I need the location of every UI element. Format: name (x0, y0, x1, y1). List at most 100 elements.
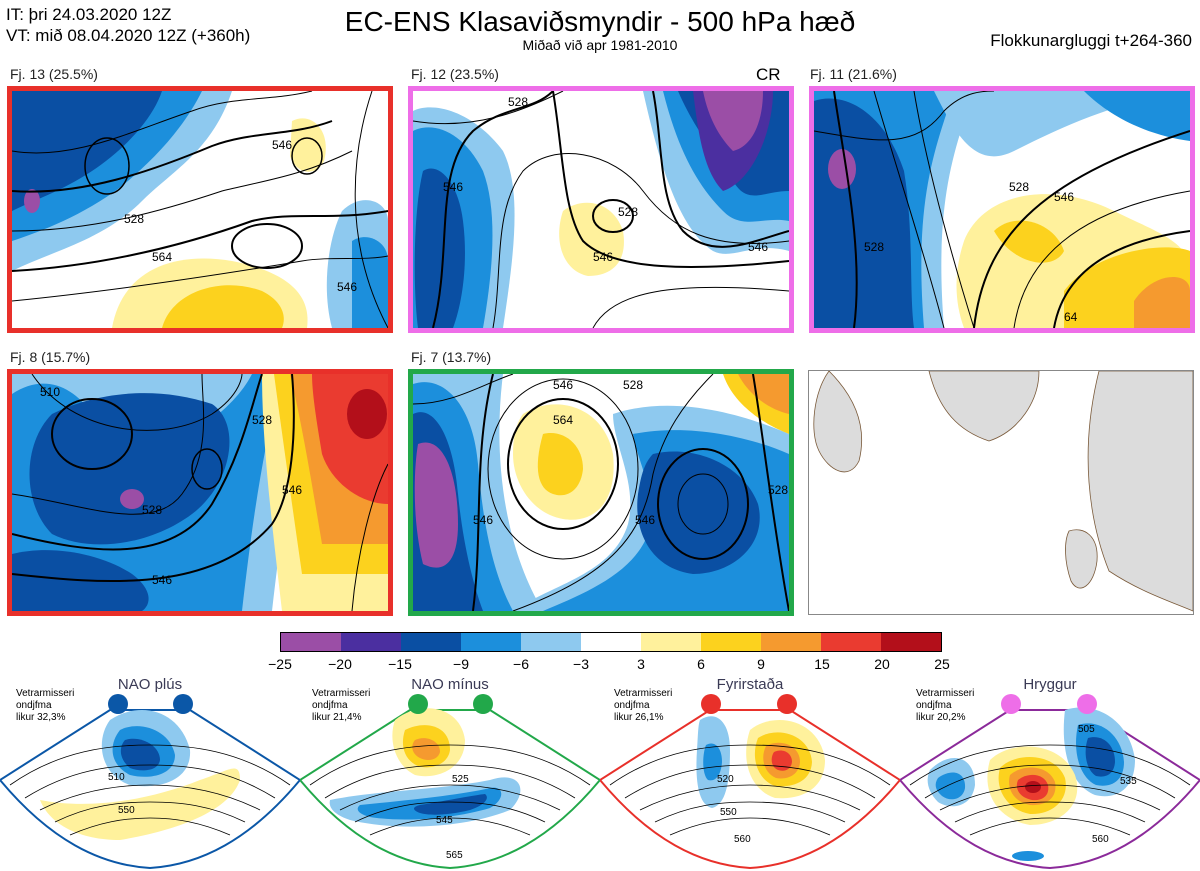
init-time: IT: þri 24.03.2020 12Z (6, 5, 172, 24)
colorbar-swatch (401, 633, 461, 651)
regime-contour-label: 520 (717, 774, 734, 785)
page-title: EC-ENS Klasaviðsmyndir - 500 hPa hæð (344, 6, 856, 37)
colorbar-swatch (461, 633, 521, 651)
contour-label: 546 (337, 280, 357, 294)
regime-meta-line: Vetrarmisseri (916, 688, 975, 699)
colorbar-tick: −6 (513, 656, 529, 672)
regime-meta-line: ondjfma (312, 700, 348, 711)
regime-meta-line: likur 20,2% (916, 712, 966, 723)
contour-label: 510 (40, 385, 60, 399)
contour-label: 564 (152, 250, 172, 264)
colorbar-tick: 3 (637, 656, 645, 672)
regime-meta-line: Vetrarmisseri (312, 688, 371, 699)
panel-2-label: Fj. 12 (23.5%) (411, 66, 499, 82)
colorbar-tick: −20 (328, 656, 352, 672)
contour-label: 546 (748, 240, 768, 254)
regime-meta-line: likur 26,1% (614, 712, 664, 723)
regime-blocking-map: 520 550 560 (600, 694, 900, 870)
contour-label: 528 (508, 95, 528, 109)
panel-5-label: Fj. 7 (13.7%) (411, 349, 492, 365)
colorbar-swatch (821, 633, 881, 651)
empty-base-map (808, 370, 1194, 615)
regime-nao-minus-title: NAO mínus (411, 676, 489, 693)
contour-label: 546 (272, 138, 292, 152)
contour-label: 528 (252, 413, 272, 427)
regime-meta-line: ondjfma (614, 700, 650, 711)
panel-3-label: Fj. 11 (21.6%) (810, 66, 897, 82)
regime-nao-plus-map: 510 550 (0, 694, 300, 870)
colorbar-tick: −25 (268, 656, 292, 672)
contour-label: 528 (623, 378, 643, 392)
contour-label: 546 (443, 180, 463, 194)
regime-contour-label: 505 (1078, 724, 1095, 735)
colorbar-swatch (701, 633, 761, 651)
colorbar-tick: 15 (814, 656, 830, 672)
cluster-map-12: 546 528 546 528 546 (408, 86, 794, 333)
colorbar-tick: −9 (453, 656, 469, 672)
regime-nao-plus-meta: Vetrarmisseri ondjfma likur 32,3% (16, 688, 74, 724)
contour-label: 528 (1009, 180, 1029, 194)
regime-ridge-meta: Vetrarmisseri ondjfma likur 20,2% (916, 688, 974, 724)
panel-2-cr-label: CR (756, 65, 781, 84)
regime-meta-line: Vetrarmisseri (614, 688, 673, 699)
regime-contour-label: 525 (452, 774, 469, 785)
colorbar-swatch (641, 633, 701, 651)
cluster-map-12-plot: 546 528 546 528 546 (413, 91, 789, 328)
regime-contour-label: 545 (436, 815, 453, 826)
regime-contour-label: 565 (446, 850, 463, 861)
regime-nao-plus-title: NAO plús (117, 676, 183, 693)
regime-blocking-meta: Vetrarmisseri ondjfma likur 26,1% (614, 688, 672, 724)
regime-meta-line: ondjfma (916, 700, 952, 711)
regime-contour-label: 550 (118, 805, 135, 816)
panel-4-label: Fj. 8 (15.7%) (10, 349, 91, 365)
regime-blocking-title: Fyrirstaða (716, 676, 784, 693)
colorbar-tick: −15 (388, 656, 412, 672)
colorbar-swatch (521, 633, 581, 651)
contour-label: 546 (282, 483, 302, 497)
regime-contour-label: 560 (734, 834, 751, 845)
header-left: IT: þri 24.03.2020 12Z VT: mið 08.04.202… (6, 4, 250, 46)
cluster-map-7: 546 564 546 546 528 528 (408, 369, 794, 616)
valid-time: VT: mið 08.04.2020 12Z (+360h) (6, 26, 251, 45)
colorbar-tick: 9 (757, 656, 765, 672)
contour-label: 528 (618, 205, 638, 219)
regime-contour-label: 560 (1092, 834, 1109, 845)
cluster-map-8-plot: 510 528 546 546 528 (12, 374, 388, 611)
contour-label: 546 (473, 513, 493, 527)
contour-label: 528 (142, 503, 162, 517)
contour-label: 64 (1064, 310, 1078, 324)
colorbar-tick: 20 (874, 656, 890, 672)
cluster-map-13: 546 528 564 546 (7, 86, 393, 333)
colorbar-swatch (341, 633, 401, 651)
contour-label: 546 (635, 513, 655, 527)
empty-base-map-plot (809, 371, 1193, 614)
regime-ridge-map: 505 535 560 (900, 694, 1200, 870)
colorbar-tick: −3 (573, 656, 589, 672)
cluster-map-11-plot: 528 546 528 64 (814, 91, 1190, 328)
regime-meta-line: Vetrarmisseri (16, 688, 75, 699)
contour-label: 546 (593, 250, 613, 264)
regime-meta-line: ondjfma (16, 700, 52, 711)
contour-label: 546 (152, 573, 172, 587)
regime-meta-line: likur 32,3% (16, 712, 66, 723)
colorbar-tick: 6 (697, 656, 705, 672)
contour-label: 528 (864, 240, 884, 254)
header-center: EC-ENS Klasaviðsmyndir - 500 hPa hæð Mið… (0, 6, 1200, 52)
page-subtitle: Miðað við apr 1981-2010 (522, 37, 678, 53)
regime-contour-label: 535 (1120, 776, 1137, 787)
classification-window: Flokkunargluggi t+264-360 (990, 31, 1192, 50)
colorbar-swatch (881, 633, 941, 651)
cluster-map-7-plot: 546 564 546 546 528 528 (413, 374, 789, 611)
colorbar-swatch (581, 633, 641, 651)
regime-contour-label: 550 (720, 807, 737, 818)
colorbar-swatch (761, 633, 821, 651)
cluster-map-8: 510 528 546 546 528 (7, 369, 393, 616)
contour-label: 528 (768, 483, 788, 497)
regime-meta-line: likur 21,4% (312, 712, 362, 723)
regime-nao-minus-meta: Vetrarmisseri ondjfma likur 21,4% (312, 688, 370, 724)
cluster-map-13-plot: 546 528 564 546 (12, 91, 388, 328)
cluster-map-11: 528 546 528 64 (809, 86, 1195, 333)
panel-1-label: Fj. 13 (25.5%) (10, 66, 98, 82)
regime-ridge-title: Hryggur (1023, 676, 1077, 693)
contour-label: 564 (553, 413, 573, 427)
